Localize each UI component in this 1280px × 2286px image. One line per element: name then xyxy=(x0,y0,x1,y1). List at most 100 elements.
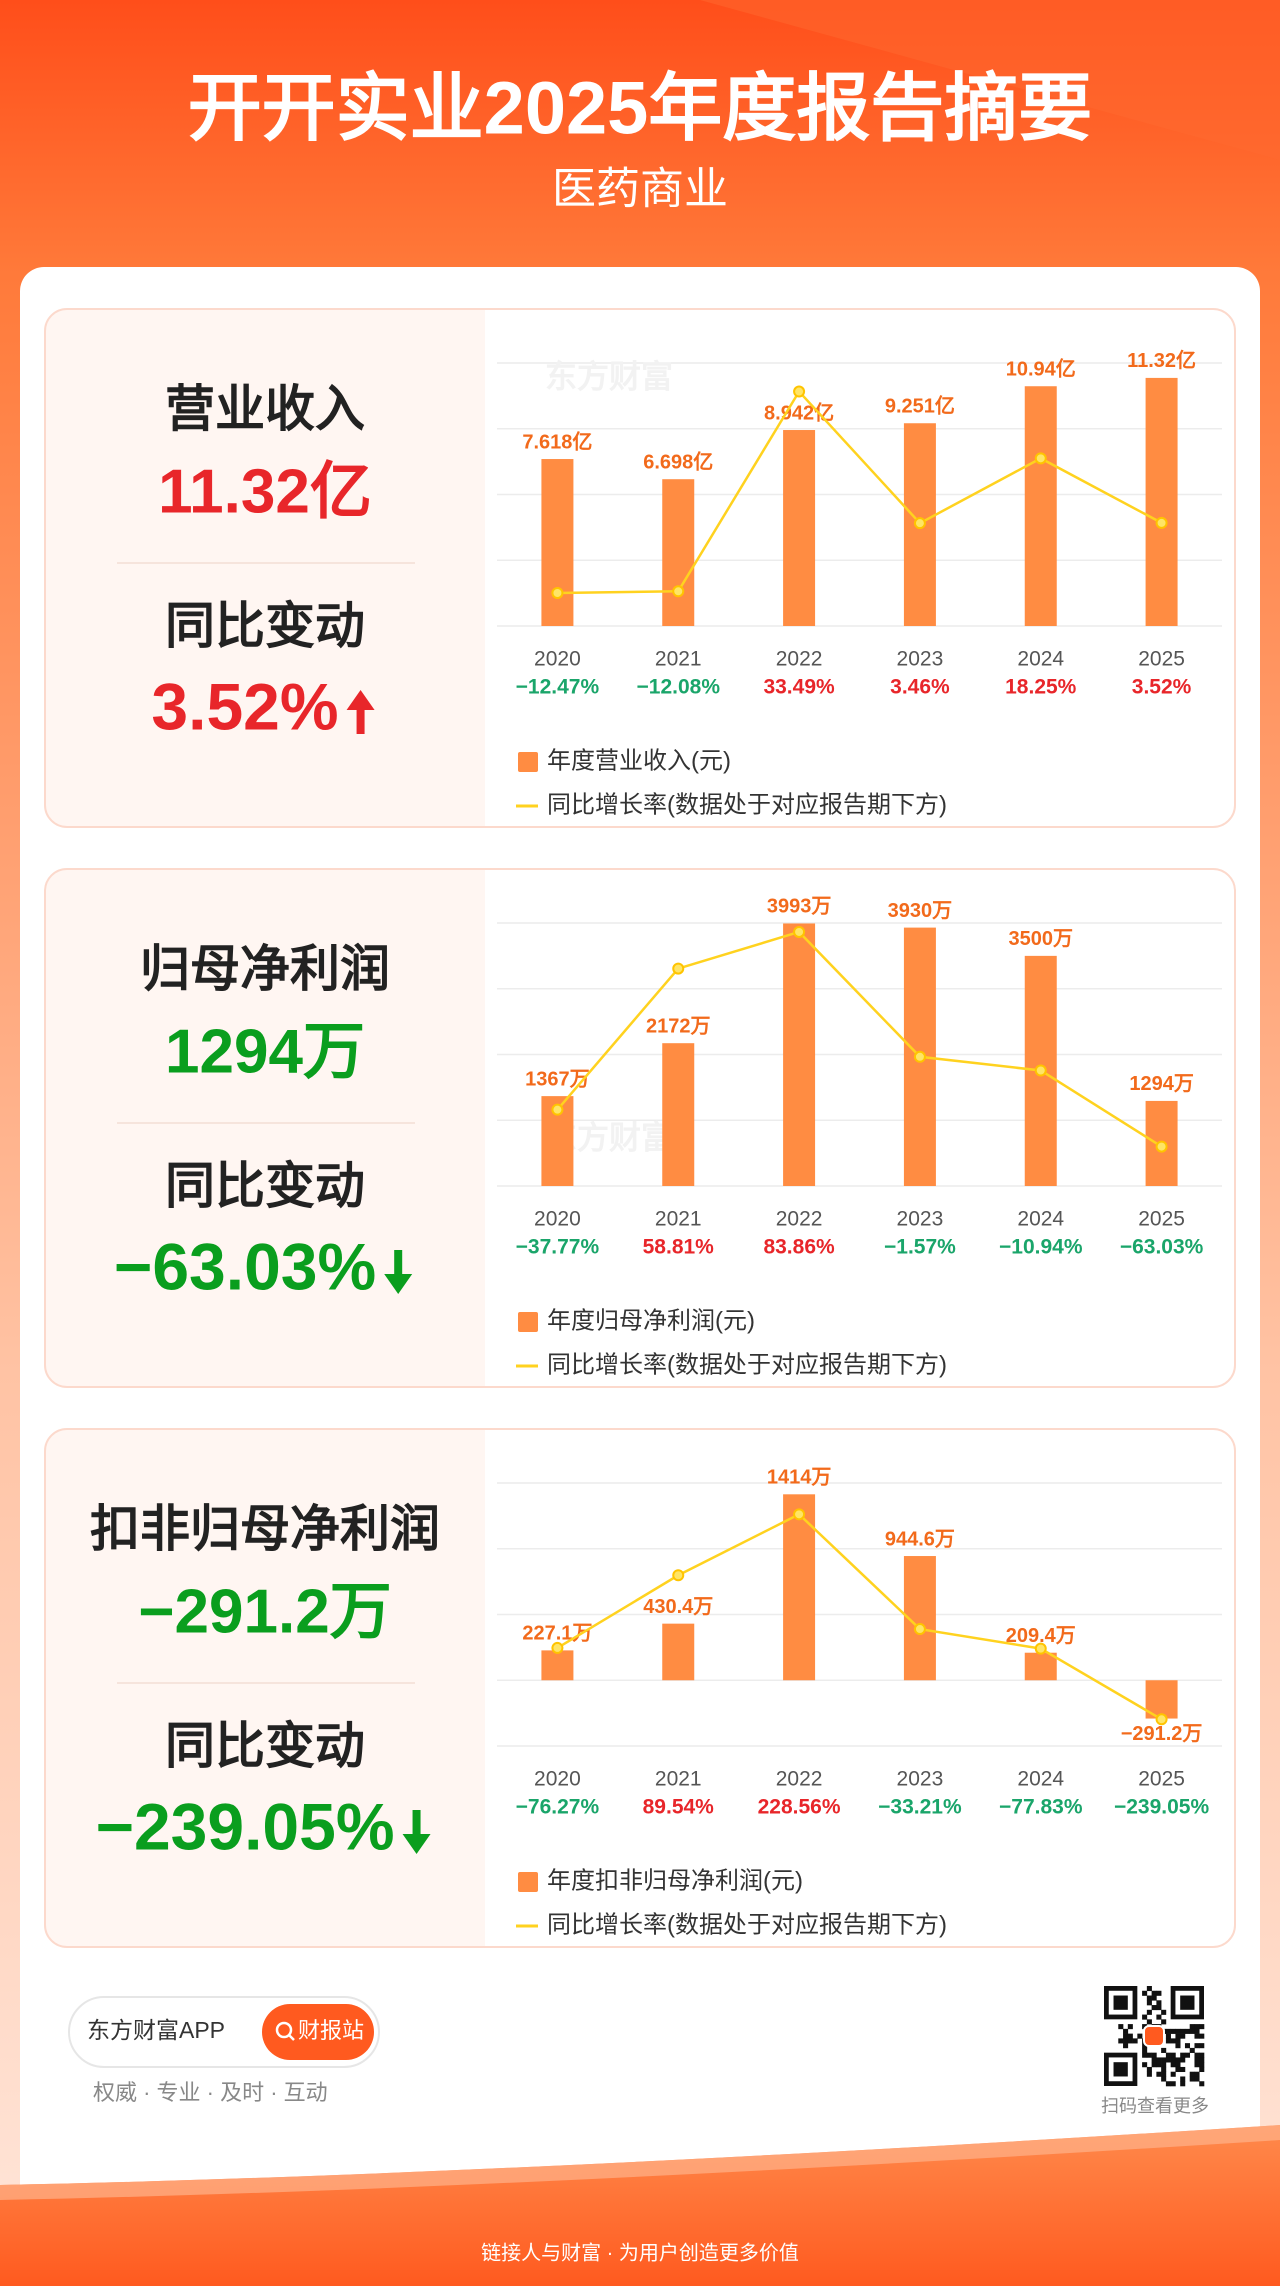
qr-module xyxy=(1194,2024,1200,2030)
qr-finder xyxy=(1104,2052,1138,2086)
bar-label: 2172万 xyxy=(646,1015,711,1037)
growth-label: 89.54% xyxy=(643,1796,715,1819)
qr-module xyxy=(1165,2081,1171,2087)
qr-module xyxy=(1156,2014,1162,2020)
legend-label: 同比增长率(数据处于对应报告期下方) xyxy=(547,791,947,818)
qr-module xyxy=(1194,2033,1200,2039)
growth-label: −239.05% xyxy=(1114,1796,1209,1819)
bar-label: −291.2万 xyxy=(1121,1723,1203,1745)
qr-module xyxy=(1189,2071,1195,2077)
qr-caption: 扫码查看更多 xyxy=(1101,2096,1209,2116)
qr-module xyxy=(1165,2033,1171,2039)
qr-module xyxy=(1142,1990,1148,1996)
x-tick-label: 2025 xyxy=(1138,1208,1185,1231)
x-tick-label: 2022 xyxy=(776,1208,823,1231)
qr-module xyxy=(1199,2052,1205,2058)
bar-label: 6.698亿 xyxy=(643,449,713,473)
x-tick-label: 2024 xyxy=(1017,1768,1064,1791)
bottom-wave xyxy=(0,2125,1280,2286)
qr-finder xyxy=(1170,1986,1204,2020)
chart-bg xyxy=(485,1429,1235,1947)
qr-module xyxy=(1151,2062,1157,2068)
line xyxy=(557,389,1163,595)
qr-module xyxy=(1161,2071,1167,2077)
line-point xyxy=(793,385,806,398)
bar-label: 944.6万 xyxy=(885,1528,955,1550)
qr-module xyxy=(1123,2038,1129,2044)
qr-module xyxy=(1199,2066,1205,2073)
qr-module xyxy=(1199,2057,1205,2063)
qr-module xyxy=(1161,2009,1167,2015)
line-point xyxy=(913,1050,926,1063)
qr-module xyxy=(1184,2043,1191,2049)
line-point xyxy=(551,586,564,599)
bar xyxy=(662,479,695,626)
qr-finder xyxy=(1104,1986,1138,2020)
growth-label: −1.57% xyxy=(884,1236,956,1259)
x-tick-label: 2020 xyxy=(534,648,581,671)
change-label: 同比变动 xyxy=(165,1718,365,1774)
qr-module xyxy=(1199,2062,1205,2068)
x-tick-label: 2024 xyxy=(1017,1208,1064,1231)
bar xyxy=(783,430,816,626)
bar-label: 3930万 xyxy=(888,900,953,922)
x-tick-label: 2021 xyxy=(655,648,702,671)
qr-module xyxy=(1165,2028,1171,2034)
growth-label: 18.25% xyxy=(1005,676,1077,699)
line-point xyxy=(1034,452,1047,465)
qr-module xyxy=(1146,2071,1152,2077)
growth-label: −77.83% xyxy=(999,1796,1083,1819)
qr-module xyxy=(1151,2052,1157,2058)
line-point xyxy=(793,925,806,938)
qr-module xyxy=(1118,2038,1124,2044)
qr-module xyxy=(1180,2076,1186,2082)
qr-module xyxy=(1180,2081,1186,2087)
qr-module xyxy=(1161,2062,1167,2068)
qr-module xyxy=(1146,2009,1152,2015)
button[interactable] xyxy=(262,2004,374,2060)
bar xyxy=(1024,1652,1057,1681)
qr-module xyxy=(1199,2024,1205,2030)
growth-label: 3.52% xyxy=(1132,676,1192,699)
qr-module xyxy=(1199,2033,1205,2039)
legend-label: 年度扣非归母净利润(元) xyxy=(547,1867,803,1894)
bar xyxy=(541,459,574,626)
title: 开开实业2025年度报告摘要 xyxy=(188,67,1093,150)
x-tick-label: 2025 xyxy=(1138,648,1185,671)
qr-module xyxy=(1156,2062,1162,2068)
change-value: −63.03% xyxy=(114,1229,376,1303)
qr-module xyxy=(1161,2019,1167,2025)
growth-label: −12.08% xyxy=(637,676,721,699)
bar-label: 10.94亿 xyxy=(1006,357,1076,381)
qr-module xyxy=(1189,2028,1195,2034)
legend-label: 年度营业收入(元) xyxy=(547,747,731,774)
qr-module xyxy=(1156,2005,1162,2011)
qr-module xyxy=(1137,2033,1143,2039)
qr-module xyxy=(1127,2038,1133,2044)
qr-module xyxy=(1180,2033,1186,2039)
panel-border xyxy=(44,1428,1236,1948)
search-icon xyxy=(288,2034,295,2041)
qr-module xyxy=(1175,2033,1181,2039)
qr-module xyxy=(1151,1995,1157,2001)
bar-label: 8.942亿 xyxy=(764,400,834,424)
qr-module xyxy=(1146,2019,1152,2025)
growth-label: −12.47% xyxy=(516,676,600,699)
x-tick-label: 2020 xyxy=(534,1208,581,1231)
line-point xyxy=(793,1508,806,1521)
qr-module xyxy=(1189,2024,1195,2030)
qr-module xyxy=(1123,2028,1129,2034)
qr-module xyxy=(1194,2052,1200,2058)
wave-band xyxy=(0,2125,1280,2200)
panel-border xyxy=(44,868,1236,1388)
qr-module xyxy=(1132,2038,1138,2044)
legend-label: 同比增长率(数据处于对应报告期下方) xyxy=(547,1911,947,1938)
search-icon xyxy=(275,2021,293,2039)
change-value: 3.52% xyxy=(151,669,338,743)
qr-module xyxy=(1189,2076,1195,2082)
qr-module xyxy=(1161,2057,1167,2063)
qr-module xyxy=(1180,2028,1186,2034)
qr-module xyxy=(1156,2057,1162,2063)
qr-module xyxy=(1170,2081,1176,2087)
